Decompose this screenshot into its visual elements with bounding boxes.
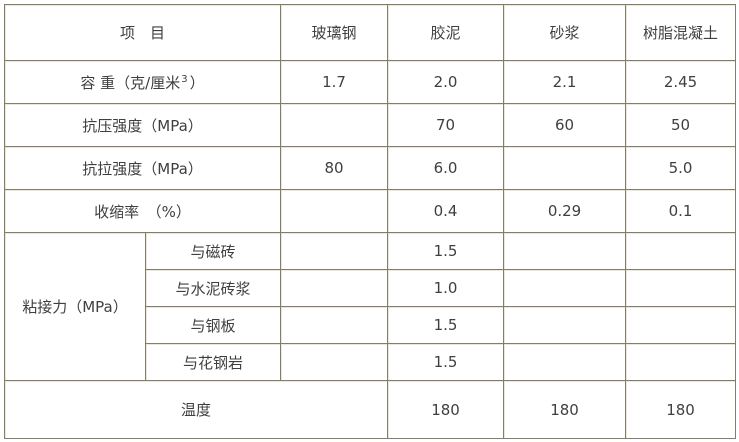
- shrinkage-value-mastic: 0.4: [387, 189, 505, 233]
- compressive-value-mortar: 60: [503, 103, 627, 147]
- adhesion-cement-value-resin-concrete: [625, 269, 737, 307]
- adhesion-sub-label-steel-plate: 与钢板: [144, 306, 282, 344]
- header-material-frp: 玻璃钢: [280, 4, 389, 61]
- adhesion-cement-value-mastic: 1.0: [387, 269, 505, 307]
- density-value-mastic: 2.0: [387, 60, 505, 104]
- row-tensile: 抗拉强度（MPa） 80 6.0 5.0: [3, 146, 737, 190]
- row-tensile-label: 抗拉强度（MPa）: [3, 146, 282, 190]
- row-adhesion-tile: 粘接力（MPa） 与磁砖 1.5: [4, 232, 737, 381]
- shrinkage-value-resin-concrete: 0.1: [625, 189, 737, 233]
- row-temperature-label: 温度: [3, 380, 389, 439]
- temperature-value-mortar: 180: [503, 380, 627, 439]
- adhesion-granite-value-frp: [280, 343, 389, 381]
- material-properties-table: 项 目 玻璃钢 胶泥 砂浆 树脂混凝土 容 重（克/厘米3） 1.7 2.0 2…: [3, 4, 737, 439]
- row-shrinkage: 收缩率 （%） 0.4 0.29 0.1: [3, 189, 737, 233]
- row-adhesion-cement-mortar: 与水泥砖浆 1.0: [5, 269, 737, 307]
- adhesion-group-label: 粘接力（MPa）: [4, 232, 146, 381]
- adhesion-granite-value-mastic: 1.5: [387, 343, 505, 381]
- density-value-frp: 1.7: [280, 60, 389, 104]
- adhesion-steel-value-mastic: 1.5: [387, 306, 505, 344]
- row-density: 容 重（克/厘米3） 1.7 2.0 2.1 2.45: [3, 60, 737, 104]
- tensile-value-mortar: [503, 146, 627, 190]
- adhesion-granite-value-mortar: [503, 343, 627, 381]
- header-item-cell: 项 目: [3, 4, 282, 61]
- adhesion-cement-value-mortar: [503, 269, 627, 307]
- row-temperature: 温度 180 180 180: [3, 380, 737, 439]
- row-density-label: 容 重（克/厘米3）: [3, 60, 282, 104]
- shrinkage-value-mortar: 0.29: [503, 189, 627, 233]
- adhesion-steel-value-mortar: [503, 306, 627, 344]
- compressive-value-frp: [280, 103, 389, 147]
- tensile-value-mastic: 6.0: [387, 146, 505, 190]
- density-value-mortar: 2.1: [503, 60, 627, 104]
- temperature-value-resin-concrete: 180: [625, 380, 737, 439]
- adhesion-granite-value-resin-concrete: [625, 343, 737, 381]
- header-row: 项 目 玻璃钢 胶泥 砂浆 树脂混凝土: [3, 4, 737, 61]
- tensile-value-resin-concrete: 5.0: [625, 146, 737, 190]
- header-material-resin-concrete: 树脂混凝土: [625, 4, 737, 61]
- adhesion-tile-value-resin-concrete: [625, 232, 737, 270]
- adhesion-sub-label-tile: 与磁砖: [144, 232, 282, 270]
- adhesion-steel-value-resin-concrete: [625, 306, 737, 344]
- adhesion-tile-value-mastic: 1.5: [387, 232, 505, 270]
- adhesion-sub-label-cement-mortar: 与水泥砖浆: [144, 269, 282, 307]
- density-label-superscript: 3: [181, 73, 188, 85]
- temperature-value-mastic: 180: [387, 380, 505, 439]
- header-material-mortar: 砂浆: [503, 4, 627, 61]
- tensile-value-frp: 80: [280, 146, 389, 190]
- compressive-value-mastic: 70: [387, 103, 505, 147]
- adhesion-tile-value-mortar: [503, 232, 627, 270]
- row-shrinkage-label: 收缩率 （%）: [3, 189, 282, 233]
- density-label-close: ）: [189, 73, 205, 92]
- adhesion-sub-label-granite: 与花钢岩: [144, 343, 282, 381]
- row-compressive-label: 抗压强度（MPa）: [3, 103, 282, 147]
- header-material-mastic: 胶泥: [387, 4, 505, 61]
- shrinkage-value-frp: [280, 189, 389, 233]
- compressive-value-resin-concrete: 50: [625, 103, 737, 147]
- density-label-text: 容 重（克/厘米: [80, 73, 181, 92]
- adhesion-tile-value-frp: [280, 232, 389, 270]
- adhesion-steel-value-frp: [280, 306, 389, 344]
- row-adhesion-granite: 与花钢岩 1.5: [5, 343, 737, 381]
- density-value-resin-concrete: 2.45: [625, 60, 737, 104]
- adhesion-cement-value-frp: [280, 269, 389, 307]
- row-compressive: 抗压强度（MPa） 70 60 50: [3, 103, 737, 147]
